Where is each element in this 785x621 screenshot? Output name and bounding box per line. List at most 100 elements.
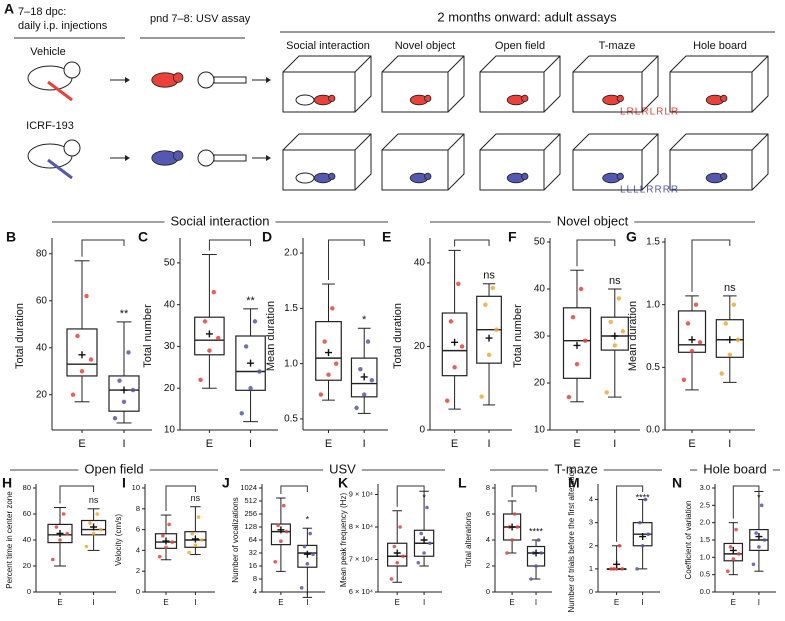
usv-text: pnd 7–8: USV assay (150, 13, 251, 25)
data-point (681, 377, 687, 383)
x-tick-label: E (57, 598, 62, 607)
mean-marker (191, 535, 199, 543)
significance-label: ** (120, 308, 129, 320)
x-tick-label: I (758, 598, 760, 607)
data-point (612, 343, 617, 348)
y-tick-label: 6 × 10⁴ (349, 587, 373, 596)
mean-marker (451, 338, 459, 346)
x-tick-label: E (78, 438, 85, 450)
data-point (754, 531, 758, 535)
y-tick-label: 50 (534, 237, 546, 248)
cage-back (479, 133, 561, 191)
mean-marker (755, 533, 763, 541)
data-point (727, 352, 732, 357)
data-point (483, 302, 488, 307)
cage-back (381, 133, 465, 191)
data-point (248, 386, 253, 391)
x-tick-label: E (451, 438, 458, 450)
y-tick-label: 10 (132, 483, 140, 492)
data-point (620, 329, 626, 334)
significance-label: **** (636, 492, 651, 502)
y-tick-label: 1024 (240, 483, 257, 492)
data-point (239, 411, 244, 416)
y-tick-label: 10 (164, 425, 176, 436)
y-axis-label: Percent time in center zone (5, 491, 14, 589)
data-point (490, 285, 495, 291)
data-point (284, 529, 289, 534)
y-tick-label: 0 (136, 587, 140, 596)
x-tick-label: E (573, 438, 580, 450)
tmaze-seq: LLLLRRRR (620, 185, 679, 196)
x-tick-label: E (395, 598, 400, 607)
cage-front (572, 149, 643, 191)
data-point (539, 551, 543, 555)
mean-marker (532, 549, 540, 557)
data-point (211, 289, 217, 295)
panel-letter: E (382, 229, 391, 245)
cage-front (479, 71, 545, 113)
mouse-head (720, 94, 728, 103)
y-tick-label: 20 (164, 383, 176, 394)
x-tick-label: I (488, 438, 491, 450)
data-point (91, 531, 96, 536)
y-tick-label: 1.5 (284, 303, 298, 314)
mean-marker (485, 334, 493, 342)
box (270, 523, 291, 546)
y-tick-label: 50 (164, 258, 176, 269)
panel-letter: G (626, 229, 637, 245)
mean-marker (247, 359, 255, 367)
arrow-head (125, 77, 130, 83)
y-tick-label: 40 (23, 535, 31, 544)
data-point (614, 567, 619, 571)
data-point (570, 315, 576, 320)
y-tick-label: 0.0 (700, 587, 710, 596)
data-point (608, 319, 613, 325)
cage-back (669, 55, 769, 113)
data-point (54, 525, 59, 529)
assay-label: Novel object (395, 40, 456, 52)
y-tick-label: 8 (253, 574, 257, 583)
data-point (646, 532, 651, 537)
data-point (61, 512, 66, 516)
x-tick-label: I (249, 438, 252, 450)
y-tick-label: 256 (244, 509, 257, 518)
mic-body (213, 154, 247, 162)
significance-label: ns (609, 275, 621, 287)
x-tick-label: I (728, 438, 731, 450)
significance-bracket (454, 239, 490, 247)
data-point (369, 378, 375, 383)
data-point (187, 550, 191, 555)
x-tick-label: E (163, 598, 168, 607)
y-tick-label: 0 (486, 587, 490, 596)
mean-marker (303, 550, 311, 558)
data-point (736, 552, 741, 556)
panel-letter: D (262, 229, 272, 245)
data-point (574, 362, 580, 367)
data-point (693, 302, 699, 307)
y-axis-label: Total alterations (464, 512, 473, 568)
y-tick-label: 2 (589, 541, 593, 550)
data-point (734, 527, 738, 532)
mouse-head (616, 94, 624, 103)
group-label: ICRF-193 (26, 120, 74, 132)
assay-label: Hole board (693, 40, 747, 52)
section-title: Open field (84, 461, 143, 476)
y-axis-label: Total duration (14, 303, 26, 369)
data-point (84, 544, 89, 549)
y-tick-label: 16 (249, 561, 257, 570)
y-tick-label: 8 (486, 483, 490, 492)
section-title: Social interaction (171, 213, 270, 228)
significance-bracket (328, 239, 365, 281)
x-tick-label: I (363, 438, 366, 450)
data-point (757, 545, 761, 549)
data-point (354, 405, 359, 411)
mean-marker (325, 349, 332, 357)
data-point (612, 567, 616, 571)
y-tick-label: 80 (23, 483, 31, 492)
significance-label: ** (246, 295, 255, 307)
data-point (326, 372, 331, 377)
data-point (199, 538, 204, 542)
y-tick-label: 8 (136, 504, 140, 513)
mouse-head (424, 172, 432, 180)
y-axis-label: Total number (142, 304, 154, 368)
